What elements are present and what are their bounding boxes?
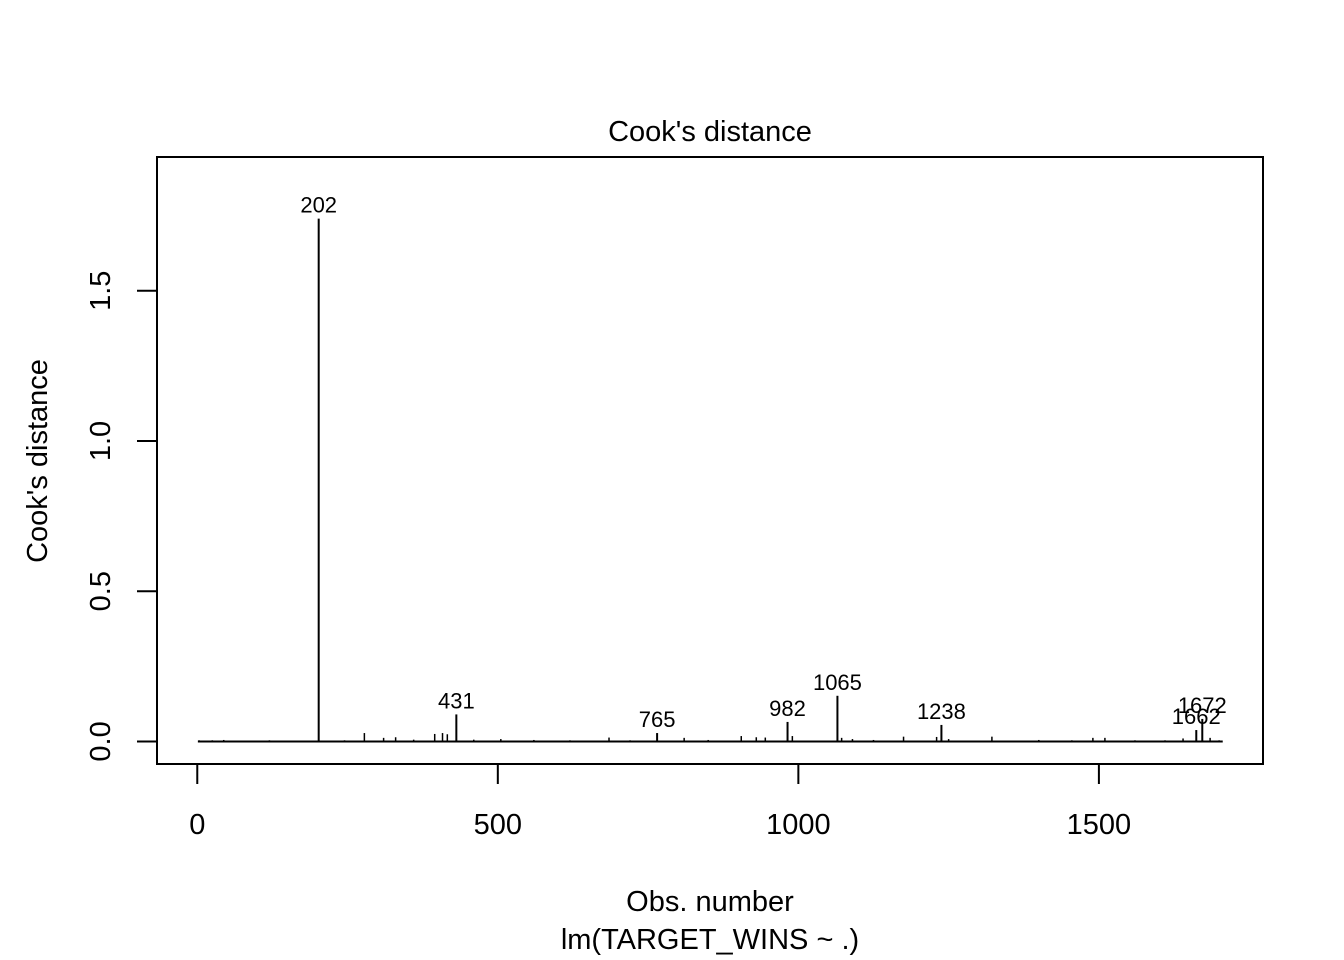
point-label-765: 765 [639, 707, 676, 732]
x-axis: 0 500 1000 1500 [189, 763, 1132, 841]
x-tick-label-1500: 1500 [1067, 809, 1132, 841]
y-tick-label-0.5: 0.5 [85, 571, 117, 611]
y-axis: 0.0 0.5 1.0 1.5 [85, 271, 158, 762]
x-tick-label-1000: 1000 [766, 809, 831, 841]
point-label-1238: 1238 [917, 699, 966, 724]
stems-layer [197, 218, 1223, 743]
chart-title: Cook's distance [608, 116, 812, 148]
y-tick-label-0: 0.0 [85, 721, 117, 761]
point-label-1662: 1662 [1172, 704, 1221, 729]
point-label-1672: 1672 [1178, 693, 1227, 718]
y-axis-label: Cook's distance [22, 359, 54, 563]
x-tick-label-500: 500 [474, 809, 522, 841]
point-label-982: 982 [769, 696, 806, 721]
point-label-202: 202 [300, 193, 337, 218]
x-axis-label: Obs. number [626, 886, 794, 918]
y-tick-label-1: 1.0 [85, 421, 117, 461]
point-label-1065: 1065 [813, 670, 862, 695]
point-label-431: 431 [438, 688, 475, 713]
y-tick-label-1.5: 1.5 [85, 271, 117, 311]
model-formula-subtitle: lm(TARGET_WINS ~ .) [561, 924, 859, 956]
x-tick-label-0: 0 [189, 809, 205, 841]
